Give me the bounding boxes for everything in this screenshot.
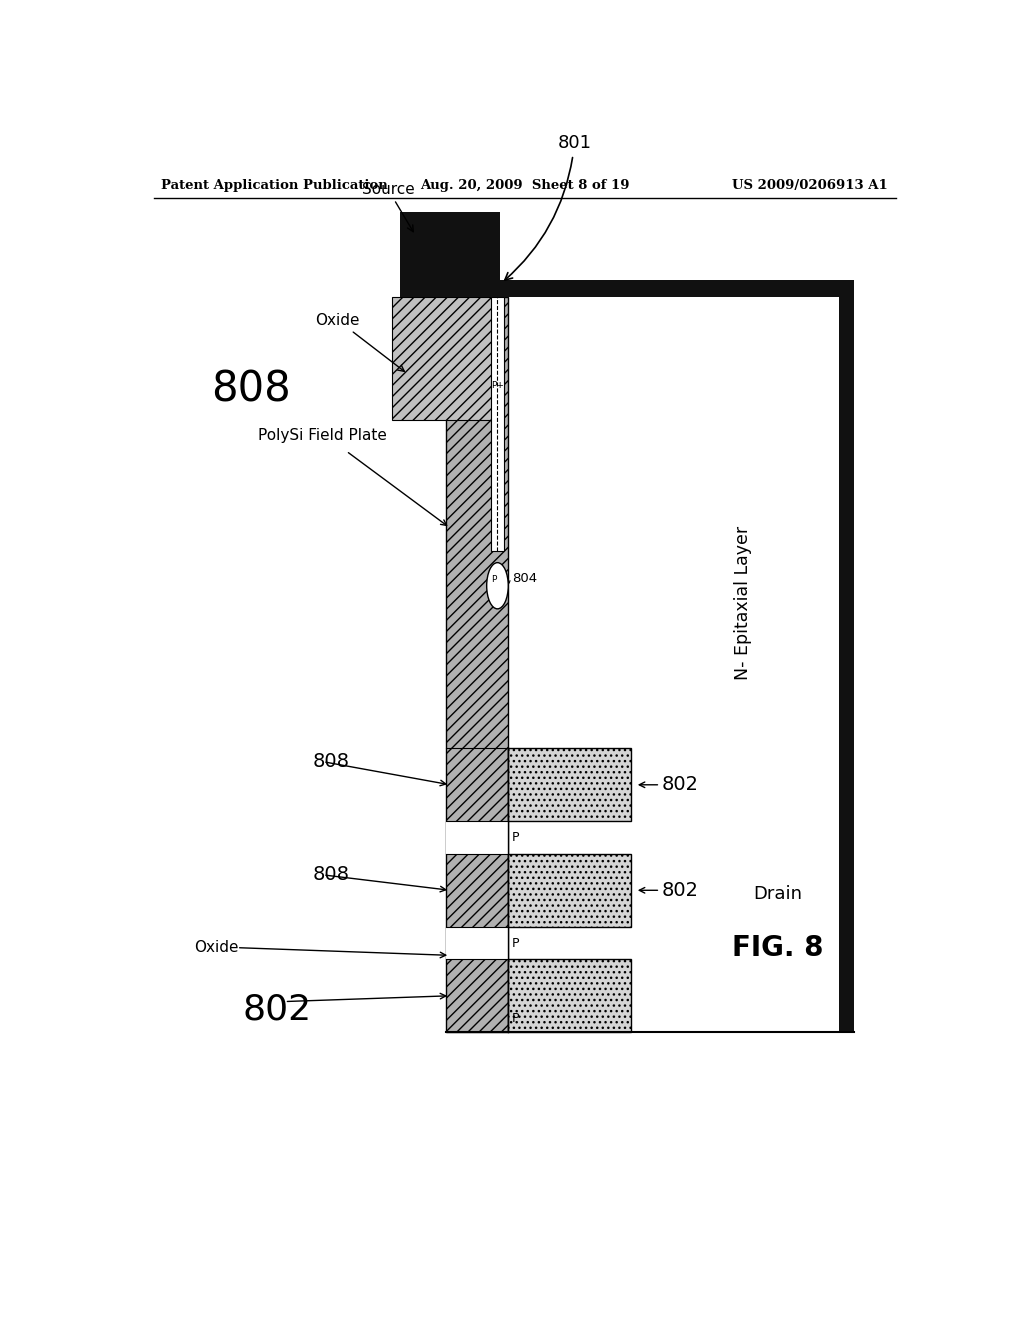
Text: Drain: Drain <box>753 884 802 903</box>
Text: Patent Application Publication: Patent Application Publication <box>162 178 388 191</box>
Text: 808: 808 <box>313 866 350 884</box>
Text: 801: 801 <box>505 135 592 280</box>
Bar <box>446 821 508 854</box>
Bar <box>839 297 854 1032</box>
Text: 808: 808 <box>211 368 291 411</box>
Bar <box>392 297 504 420</box>
Text: FIG. 8: FIG. 8 <box>731 933 823 962</box>
Text: Source: Source <box>361 182 415 232</box>
Text: P: P <box>512 936 519 949</box>
Text: P: P <box>512 1011 519 1024</box>
Text: US 2009/0206913 A1: US 2009/0206913 A1 <box>732 178 888 191</box>
Bar <box>400 213 500 297</box>
Bar <box>446 297 508 1032</box>
Text: 804: 804 <box>512 572 537 585</box>
Bar <box>508 960 631 1032</box>
Bar <box>508 748 631 821</box>
Text: P+: P+ <box>492 381 504 391</box>
Text: 802: 802 <box>243 993 311 1026</box>
Bar <box>508 854 631 927</box>
Text: 802: 802 <box>662 880 698 900</box>
Text: Oxide: Oxide <box>194 940 239 956</box>
Text: Aug. 20, 2009  Sheet 8 of 19: Aug. 20, 2009 Sheet 8 of 19 <box>420 178 630 191</box>
Bar <box>490 297 504 552</box>
Text: Oxide: Oxide <box>315 313 404 371</box>
Text: PolySi Field Plate: PolySi Field Plate <box>258 428 386 444</box>
Text: 808: 808 <box>313 752 350 771</box>
Text: P: P <box>490 576 497 583</box>
Text: P: P <box>512 832 519 843</box>
Ellipse shape <box>486 562 508 609</box>
Bar <box>446 927 508 960</box>
Bar <box>446 280 854 297</box>
Text: 802: 802 <box>662 775 698 795</box>
Text: N- Epitaxial Layer: N- Epitaxial Layer <box>734 525 752 680</box>
